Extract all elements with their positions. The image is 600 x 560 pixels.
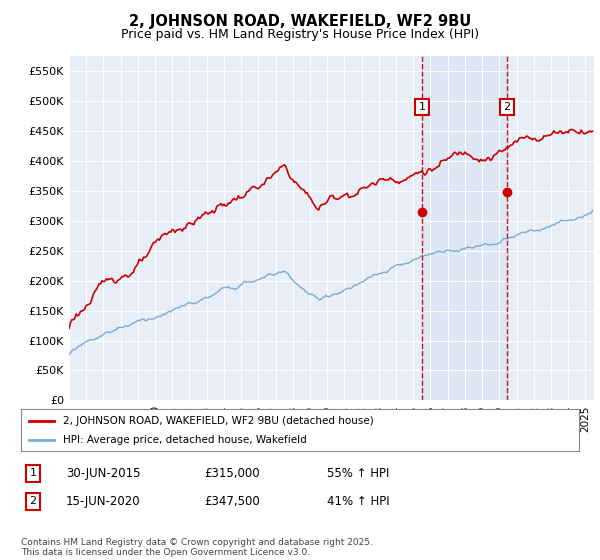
Text: 2, JOHNSON ROAD, WAKEFIELD, WF2 9BU (detached house): 2, JOHNSON ROAD, WAKEFIELD, WF2 9BU (det… (63, 416, 374, 426)
Text: 1: 1 (29, 468, 37, 478)
Text: 2: 2 (29, 496, 37, 506)
Text: £347,500: £347,500 (204, 494, 260, 508)
Text: 41% ↑ HPI: 41% ↑ HPI (327, 494, 389, 508)
Text: Price paid vs. HM Land Registry's House Price Index (HPI): Price paid vs. HM Land Registry's House … (121, 28, 479, 41)
Bar (422, 56, 507, 400)
Text: 30-JUN-2015: 30-JUN-2015 (66, 466, 140, 480)
Text: 55% ↑ HPI: 55% ↑ HPI (327, 466, 389, 480)
Text: 15-JUN-2020: 15-JUN-2020 (66, 494, 140, 508)
Text: 2, JOHNSON ROAD, WAKEFIELD, WF2 9BU: 2, JOHNSON ROAD, WAKEFIELD, WF2 9BU (129, 14, 471, 29)
Text: £315,000: £315,000 (204, 466, 260, 480)
Text: 1: 1 (418, 102, 425, 112)
Text: Contains HM Land Registry data © Crown copyright and database right 2025.
This d: Contains HM Land Registry data © Crown c… (21, 538, 373, 557)
Text: HPI: Average price, detached house, Wakefield: HPI: Average price, detached house, Wake… (63, 435, 307, 445)
Text: 2: 2 (503, 102, 511, 112)
